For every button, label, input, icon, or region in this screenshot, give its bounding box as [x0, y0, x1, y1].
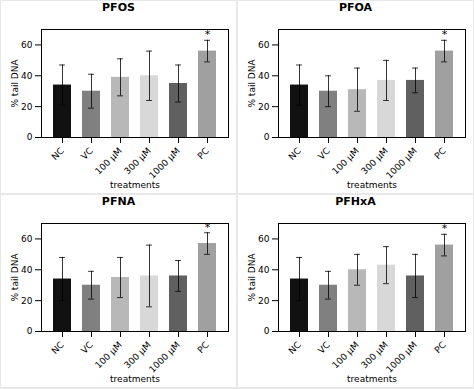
svg-text:1000 μM: 1000 μM — [147, 340, 182, 375]
svg-text:VC: VC — [316, 146, 332, 162]
svg-text:1000 μM: 1000 μM — [384, 340, 419, 375]
svg-text:100 μM: 100 μM — [330, 340, 361, 371]
svg-text:300 μM: 300 μM — [122, 339, 153, 371]
svg-text:treatments: treatments — [110, 180, 160, 190]
svg-text:1000 μM: 1000 μM — [384, 146, 419, 181]
svg-text:% tail DNA: % tail DNA — [10, 253, 20, 302]
svg-text:% tail DNA: % tail DNA — [247, 59, 257, 108]
svg-text:0: 0 — [264, 326, 270, 336]
html-text:PFOA: PFOA — [338, 1, 373, 14]
svg-text:20: 20 — [21, 296, 33, 306]
svg-text:PC: PC — [196, 146, 211, 161]
svg-text:100 μM: 100 μM — [330, 146, 361, 177]
svg-text:300 μM: 300 μM — [359, 145, 390, 177]
svg-text:300 μM: 300 μM — [359, 339, 390, 371]
svg-text:PC: PC — [196, 340, 211, 355]
svg-text:20: 20 — [258, 102, 270, 112]
svg-text:NC: NC — [287, 340, 303, 356]
svg-text:NC: NC — [50, 340, 66, 356]
svg-text:VC: VC — [79, 146, 95, 162]
svg-text:40: 40 — [21, 71, 33, 81]
svg-text:PC: PC — [433, 340, 448, 355]
svg-text:NC: NC — [287, 146, 303, 162]
svg-text:60: 60 — [258, 40, 270, 50]
svg-text:60: 60 — [21, 40, 33, 50]
svg-text:VC: VC — [79, 340, 95, 356]
svg-text:300 μM: 300 μM — [122, 145, 153, 177]
html-text:PFOS: PFOS — [102, 1, 135, 14]
svg-text:VC: VC — [316, 340, 332, 356]
svg-text:% tail DNA: % tail DNA — [10, 59, 20, 108]
svg-text:0: 0 — [27, 326, 33, 336]
svg-text:*: * — [442, 222, 448, 235]
svg-text:treatments: treatments — [110, 374, 160, 384]
svg-text:0: 0 — [264, 132, 270, 142]
svg-text:% tail DNA: % tail DNA — [247, 253, 257, 302]
svg-text:0: 0 — [27, 132, 33, 142]
svg-text:1000 μM: 1000 μM — [147, 146, 182, 181]
html-text:PFNA: PFNA — [101, 195, 136, 208]
svg-text:PC: PC — [433, 146, 448, 161]
svg-text:60: 60 — [258, 234, 270, 244]
svg-text:20: 20 — [258, 296, 270, 306]
svg-text:40: 40 — [258, 265, 270, 275]
svg-text:*: * — [205, 28, 211, 41]
svg-text:*: * — [442, 28, 448, 41]
svg-text:NC: NC — [50, 146, 66, 162]
svg-text:40: 40 — [258, 71, 270, 81]
svg-text:100 μM: 100 μM — [93, 340, 124, 371]
svg-text:treatments: treatments — [347, 374, 397, 384]
svg-text:*: * — [205, 221, 211, 234]
svg-text:20: 20 — [21, 102, 33, 112]
svg-text:100 μM: 100 μM — [93, 146, 124, 177]
svg-text:treatments: treatments — [347, 180, 397, 190]
html-text:PFHxA: PFHxA — [335, 195, 376, 208]
svg-text:40: 40 — [21, 265, 33, 275]
svg-text:60: 60 — [21, 234, 33, 244]
